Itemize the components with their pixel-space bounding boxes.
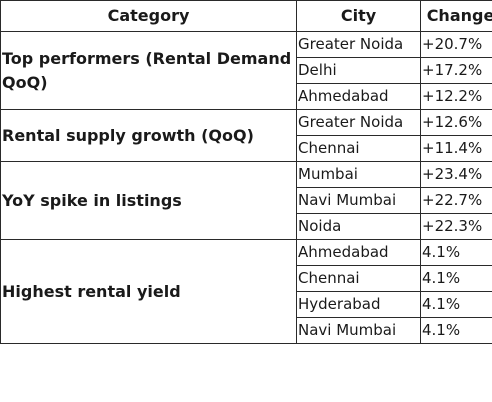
table-row: Delhi +17.2% — [1, 57, 492, 84]
city-cell: Navi Mumbai — [296, 187, 421, 214]
city-cell: Delhi — [296, 57, 421, 84]
city-cell: Chennai — [296, 135, 421, 162]
table-row: Chennai +11.4% — [1, 135, 492, 162]
table-row: YoY spike in listings Mumbai +23.4% — [0, 161, 492, 240]
change-cell: +20.7% — [420, 31, 492, 58]
change-cell: +12.6% — [420, 109, 492, 136]
header-category: Category — [0, 0, 297, 32]
city-cell: Ahmedabad — [296, 83, 421, 110]
change-cell: +23.4% — [420, 161, 492, 188]
category-cell: Rental supply growth (QoQ) — [0, 109, 297, 162]
table-row: Highest rental yield Ahmedabad 4.1% — [0, 239, 492, 344]
city-cell: Mumbai — [296, 161, 421, 188]
city-cell: Greater Noida — [296, 109, 421, 136]
city-cell: Chennai — [296, 265, 421, 292]
change-cell: 4.1% — [420, 239, 492, 266]
table-row: Rental supply growth (QoQ) Greater Noida… — [0, 109, 492, 162]
table-row: Navi Mumbai +22.7% — [1, 187, 492, 214]
table-row: Hyderabad 4.1% — [1, 291, 492, 318]
category-cell: YoY spike in listings — [0, 161, 297, 240]
header-row: Category City Change — [0, 0, 492, 32]
category-cell: Top performers (Rental Demand QoQ) — [0, 31, 297, 110]
change-cell: 4.1% — [420, 265, 492, 292]
table-row: Navi Mumbai 4.1% — [1, 317, 492, 344]
category-cell: Highest rental yield — [0, 239, 297, 344]
city-cell: Hyderabad — [296, 291, 421, 318]
change-cell: +22.7% — [420, 187, 492, 214]
table-row: Chennai 4.1% — [1, 265, 492, 292]
table-row: Noida +22.3% — [1, 213, 492, 240]
city-cell: Ahmedabad — [296, 239, 421, 266]
table-row: Top performers (Rental Demand QoQ) Great… — [0, 31, 492, 110]
city-cell: Navi Mumbai — [296, 317, 421, 344]
change-cell: 4.1% — [420, 291, 492, 318]
change-cell: +22.3% — [420, 213, 492, 240]
change-cell: +17.2% — [420, 57, 492, 84]
city-cell: Greater Noida — [296, 31, 421, 58]
change-cell: +12.2% — [420, 83, 492, 110]
header-city: City — [296, 0, 421, 32]
header-change: Change — [420, 0, 492, 32]
change-cell: +11.4% — [420, 135, 492, 162]
change-cell: 4.1% — [420, 317, 492, 344]
rental-table: Category City Change Top performers (Ren… — [0, 0, 492, 344]
city-cell: Noida — [296, 213, 421, 240]
